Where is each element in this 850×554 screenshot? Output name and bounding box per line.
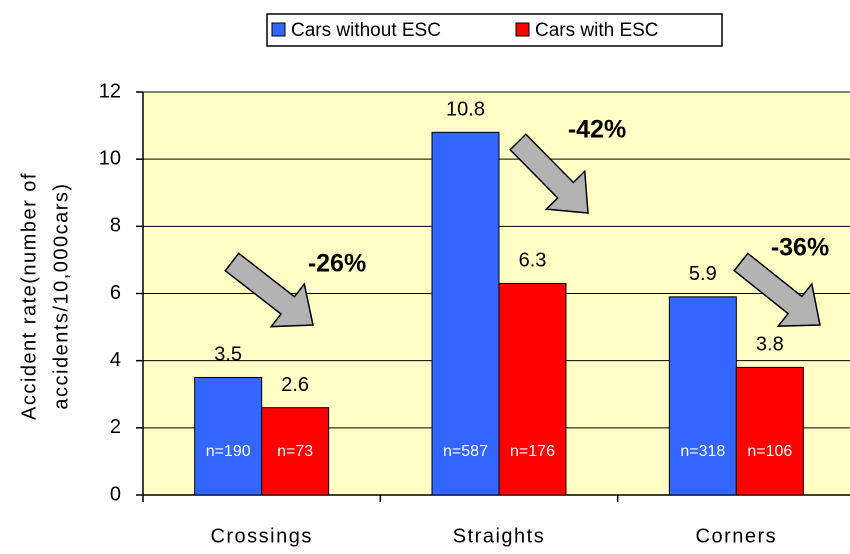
reduction-label: -42% — [568, 116, 626, 144]
bar — [498, 282, 567, 496]
bar — [735, 366, 804, 496]
y-axis-label: accidents/10,000cars) — [50, 182, 72, 409]
legend-label: Cars without ESC — [291, 20, 441, 41]
y-tick-label: 12 — [99, 80, 121, 102]
reduction-label: -26% — [308, 250, 366, 278]
y-tick-label: 8 — [110, 215, 121, 237]
y-tick-label: 0 — [110, 483, 121, 505]
legend-label: Cars with ESC — [535, 20, 659, 41]
n-label: n=176 — [510, 443, 555, 460]
x-tick-label: Crossings — [210, 525, 312, 547]
bar — [668, 296, 737, 496]
bar — [431, 131, 500, 496]
n-label: n=73 — [277, 443, 313, 460]
value-label: 10.8 — [446, 99, 485, 121]
value-label: 3.8 — [756, 334, 784, 356]
n-label: n=106 — [747, 443, 792, 460]
value-label: 3.5 — [214, 344, 242, 366]
legend-box — [266, 13, 723, 47]
y-tick-label: 4 — [110, 349, 121, 371]
n-label: n=318 — [680, 443, 725, 460]
bar — [261, 407, 330, 496]
y-axis-label: Accident rate(number of — [18, 172, 40, 420]
y-tick-label: 10 — [99, 147, 121, 169]
reduction-label: -36% — [771, 234, 829, 262]
value-label: 5.9 — [689, 263, 717, 285]
arrow — [733, 252, 821, 327]
n-label: n=190 — [206, 443, 251, 460]
value-label: 6.3 — [519, 250, 547, 272]
x-tick-label: Straights — [453, 525, 545, 547]
arrow — [224, 252, 314, 328]
arrow — [509, 133, 589, 214]
value-label: 2.6 — [281, 374, 309, 396]
x-tick-label: Corners — [696, 525, 778, 547]
bar — [194, 376, 263, 496]
legend-swatch — [515, 22, 530, 37]
y-tick-label: 6 — [110, 282, 121, 304]
n-label: n=587 — [443, 443, 488, 460]
y-tick-label: 2 — [110, 416, 121, 438]
legend-swatch — [271, 22, 286, 37]
